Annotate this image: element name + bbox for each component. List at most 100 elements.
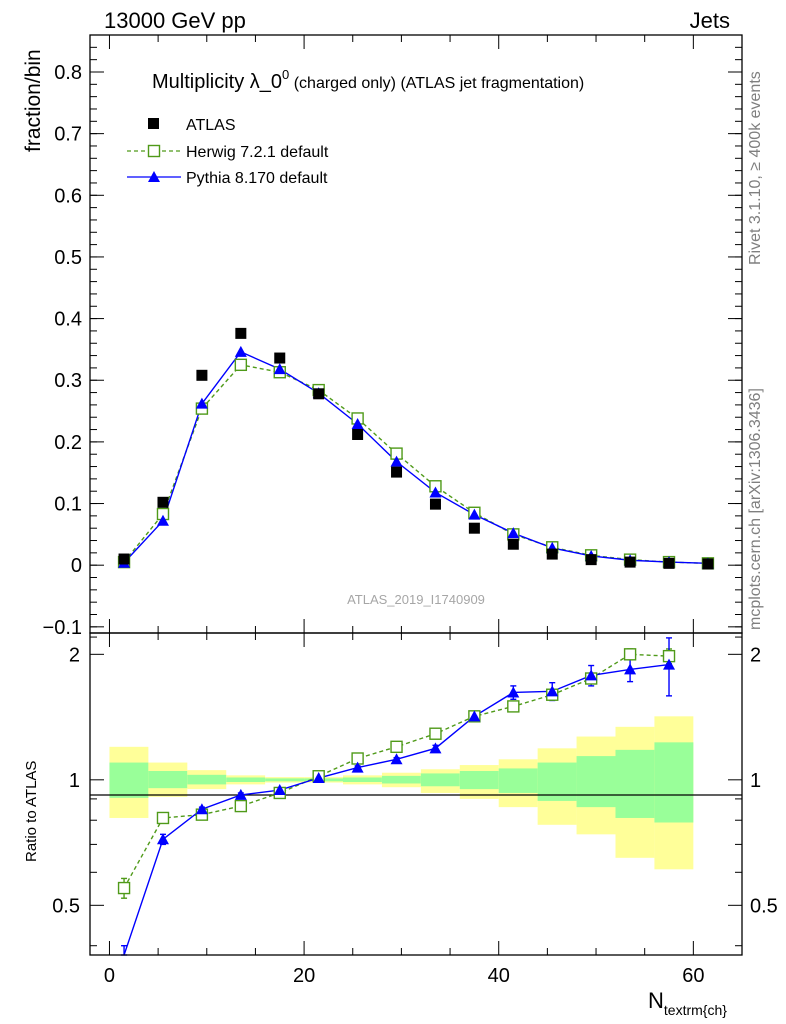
ratio-herwig-point [507,700,520,713]
ratio-plot-frame [89,632,743,956]
ratio-band-green [343,777,382,783]
ratio-pythia-point [195,803,208,815]
ratio-series-layer [117,637,676,956]
pythia-point [468,508,481,520]
main-axis-ticks: −0.1 0 0.1 0.2 0.3 0.4 0.5 0.6 0.7 0.8 [43,35,742,639]
ratio-herwig-point [429,727,442,740]
atlas-point [352,428,364,440]
x-tick-label: 0 [104,965,115,987]
pythia-line [123,351,708,565]
x-tick-label: 40 [488,965,510,987]
ratio-pythia-point [351,761,364,773]
ratio-herwig-point [623,648,637,661]
pythia-point [234,345,247,357]
herwig-point [234,358,248,372]
legend-label-herwig: Herwig 7.2.1 default [186,144,329,161]
atlas-point [663,557,675,569]
ratio-plot: 0.5 0.51 12 20 20 40 60 [52,632,778,987]
ratio-band-green [420,773,460,787]
ratio-band-green [148,770,188,789]
ratio-pythia-point [468,710,481,722]
pythia-point [195,397,208,409]
ratio-band-green [615,749,655,818]
ratio-pythia-point [624,663,637,675]
y-tick-label: 0.2 [54,432,82,454]
ratio-tick-label-right: 1 [750,770,761,792]
pythia-point [429,486,442,498]
ratio-tick-label: 2 [69,644,80,666]
ratio-band-green [576,756,616,808]
chart-title: Multiplicity λ_00 (charged only) (ATLAS … [152,67,584,93]
ratio-band-green [498,768,538,793]
ratio-tick-label: 0.5 [52,895,80,917]
legend-label-atlas: ATLAS [186,117,236,134]
ratio-tick-label: 1 [69,770,80,792]
header-left: 13000 GeV pp [104,8,246,33]
pythia-point [351,418,364,430]
ratio-band-green [654,742,694,823]
legend-marker-herwig [147,144,161,158]
y-tick-label: 0.8 [54,62,82,84]
pythia-point [507,527,520,539]
main-plot: −0.1 0 0.1 0.2 0.3 0.4 0.5 0.6 0.7 0.8 [43,34,743,639]
y-tick-label: 0.4 [54,309,82,331]
legend-marker-atlas [148,118,159,129]
atlas-point [391,466,403,478]
ratio-pythia-point [546,685,559,697]
atlas-point [157,496,169,508]
ratio-herwig-point [156,811,170,825]
atlas-point [196,369,208,381]
y-tick-label: 0.5 [54,247,82,269]
ratio-tick-label-right: 2 [750,644,761,666]
ratio-herwig-point [117,881,131,895]
ratio-pythia-point [429,742,442,754]
y-tick-label: −0.1 [43,617,82,639]
ratio-band-green [187,774,227,785]
pythia-point [390,455,403,467]
ratio-pythia-point [585,669,598,681]
atlas-point [118,553,130,565]
atlas-point [235,327,247,339]
ratio-pythia-point [156,833,169,845]
atlas-point [702,558,714,570]
ratio-band-green [381,775,421,784]
ratio-band-green [109,762,149,798]
legend: ATLAS Herwig 7.2.1 default Pythia 8.170 … [127,117,329,187]
atlas-point [507,538,519,550]
ratio-band-green [226,777,266,783]
pythia-point [156,514,169,526]
ratio-herwig-point [234,799,248,813]
atlas-point [429,498,441,510]
y-tick-label: 0 [71,555,82,577]
atlas-point [585,554,597,566]
legend-label-pythia: Pythia 8.170 default [186,170,328,187]
atlas-point [274,352,286,364]
y-tick-label: 0.1 [54,494,82,516]
ratio-y-axis-label: Ratio to ATLAS [23,761,40,862]
atlas-point [624,556,636,568]
ratio-herwig-point [390,740,403,754]
ratio-axis-ticks: 0.5 0.51 12 20 20 40 60 [52,633,778,987]
y-tick-label: 0.3 [54,370,82,392]
pythia-point [273,363,286,375]
ratio-pythia-point [312,772,325,784]
ratio-pythia-point [663,658,676,670]
herwig-line [123,364,708,565]
x-axis-label: Ntextrm{ch} [648,988,727,1018]
analysis-watermark: ATLAS_2019_I1740909 [347,592,485,607]
ratio-pythia-point [273,784,286,796]
x-tick-label: 60 [682,965,704,987]
y-tick-label: 0.7 [54,124,82,146]
side-label-bottom: mcplots.cern.ch [arXiv:1306.3436] [747,388,764,630]
side-label-top: Rivet 3.1.10, ≥ 400k events [747,71,764,265]
ratio-tick-label-right: 0.5 [750,895,778,917]
y-axis-label: fraction/bin [22,49,45,152]
main-series-layer [117,327,715,570]
header-right: Jets [690,8,730,33]
ratio-pythia-point [390,753,403,765]
ratio-pythia-point [507,686,520,698]
x-tick-label: 20 [293,965,315,987]
ratio-band-green [459,770,499,790]
atlas-point [468,522,480,534]
